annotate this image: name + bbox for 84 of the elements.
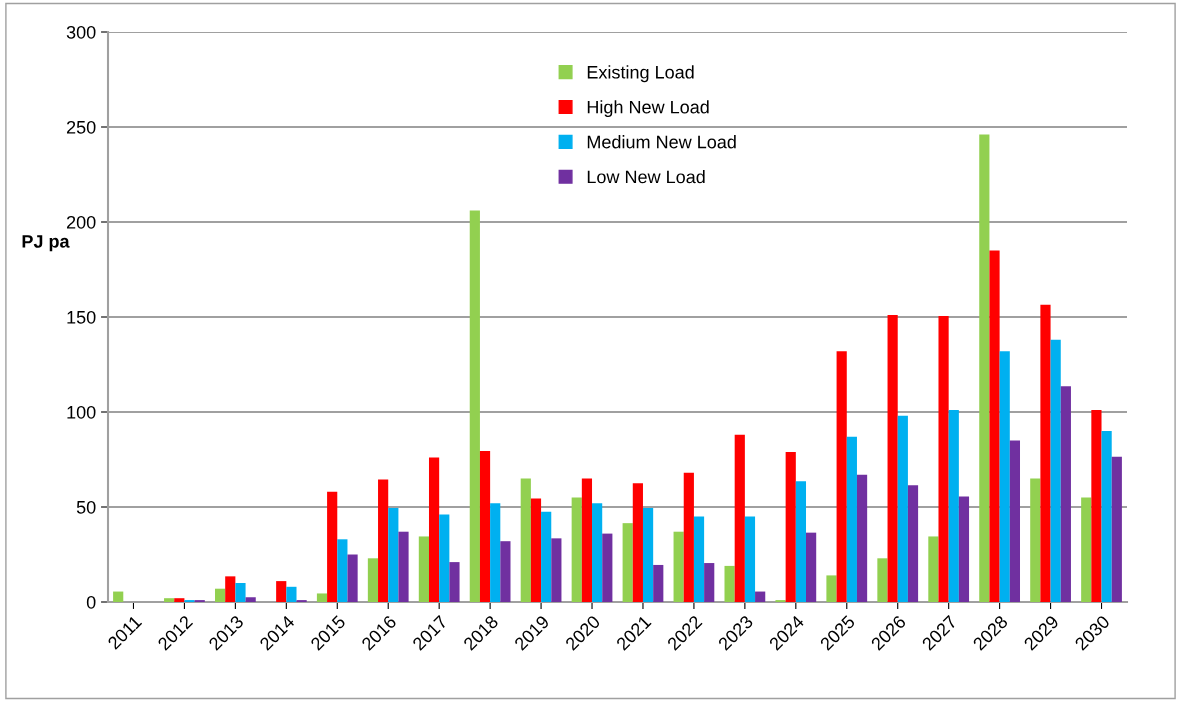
bar: [989, 250, 1000, 602]
bar: [1101, 431, 1112, 602]
bar: [826, 575, 837, 602]
y-tick-label: 150: [67, 310, 96, 324]
y-tick-label: 250: [66, 120, 96, 134]
bar: [734, 434, 745, 602]
bar: [938, 316, 949, 602]
bar: [490, 503, 501, 602]
y-tick-label: 50: [76, 500, 96, 514]
bar: [785, 451, 796, 602]
bar: [592, 503, 603, 602]
y-tick-label: 300: [66, 25, 96, 39]
bar: [948, 410, 959, 602]
bar: [174, 598, 185, 602]
bar: [418, 536, 429, 602]
bar: [877, 558, 888, 602]
bar: [1060, 386, 1071, 602]
bar: [571, 497, 582, 602]
bar: [979, 134, 990, 602]
bar: [449, 562, 460, 602]
bar: [1030, 478, 1041, 602]
bar: [642, 507, 654, 602]
bar: [622, 523, 633, 602]
bar: [327, 491, 338, 602]
bar: [214, 588, 226, 602]
bar: [856, 474, 868, 602]
bar: [530, 498, 542, 602]
bar: [398, 531, 409, 602]
bar: [1009, 440, 1020, 602]
legend-label: Low New Load: [587, 170, 705, 184]
legend-label: Existing Load: [587, 65, 694, 83]
y-axis-title: PJ pa: [22, 235, 70, 252]
bar: [602, 533, 613, 602]
bar: [479, 450, 491, 602]
bar: [744, 516, 756, 602]
bar: [1111, 456, 1122, 602]
y-tick-label: 100: [67, 405, 96, 419]
bar: [164, 598, 175, 602]
bar: [388, 507, 399, 602]
bar: [897, 415, 908, 602]
bar: [439, 514, 450, 602]
bar: [683, 472, 694, 602]
bar: [907, 485, 919, 602]
y-tick-label: 200: [66, 215, 96, 229]
bar: [347, 554, 358, 602]
bar: [316, 593, 328, 602]
bar: [581, 478, 593, 602]
bar: [928, 536, 939, 602]
bar: [1081, 497, 1092, 602]
bar: [225, 576, 236, 602]
bar: [245, 597, 256, 602]
bar: [276, 581, 287, 602]
bar: [704, 563, 715, 602]
bar: [999, 351, 1010, 602]
bar: [1040, 304, 1051, 602]
bar: [235, 583, 246, 602]
bar: [795, 481, 807, 602]
bar: [806, 532, 817, 602]
bar: [755, 591, 766, 602]
bar: [887, 315, 898, 602]
bar: [541, 511, 552, 602]
bar: [520, 478, 531, 602]
y-tick-label: 0: [86, 595, 96, 609]
bar: [653, 564, 664, 602]
bar: [958, 496, 970, 602]
bar: [632, 483, 643, 602]
bar: [337, 539, 348, 602]
bar: [286, 586, 297, 602]
bar: [551, 538, 562, 602]
bar: [469, 210, 480, 602]
bar: [836, 351, 847, 602]
bar: [1050, 339, 1061, 602]
bar: [673, 531, 684, 602]
bar: [113, 591, 124, 602]
bar: [367, 558, 379, 602]
bar: [1091, 410, 1102, 602]
bar: [846, 436, 857, 602]
bar: [428, 457, 440, 602]
bar: [693, 516, 705, 602]
bar: [500, 541, 511, 602]
bar: [378, 479, 389, 602]
legend-label: High New Load: [587, 100, 709, 118]
bar: [724, 565, 735, 602]
legend-label: Medium New Load: [587, 135, 736, 149]
